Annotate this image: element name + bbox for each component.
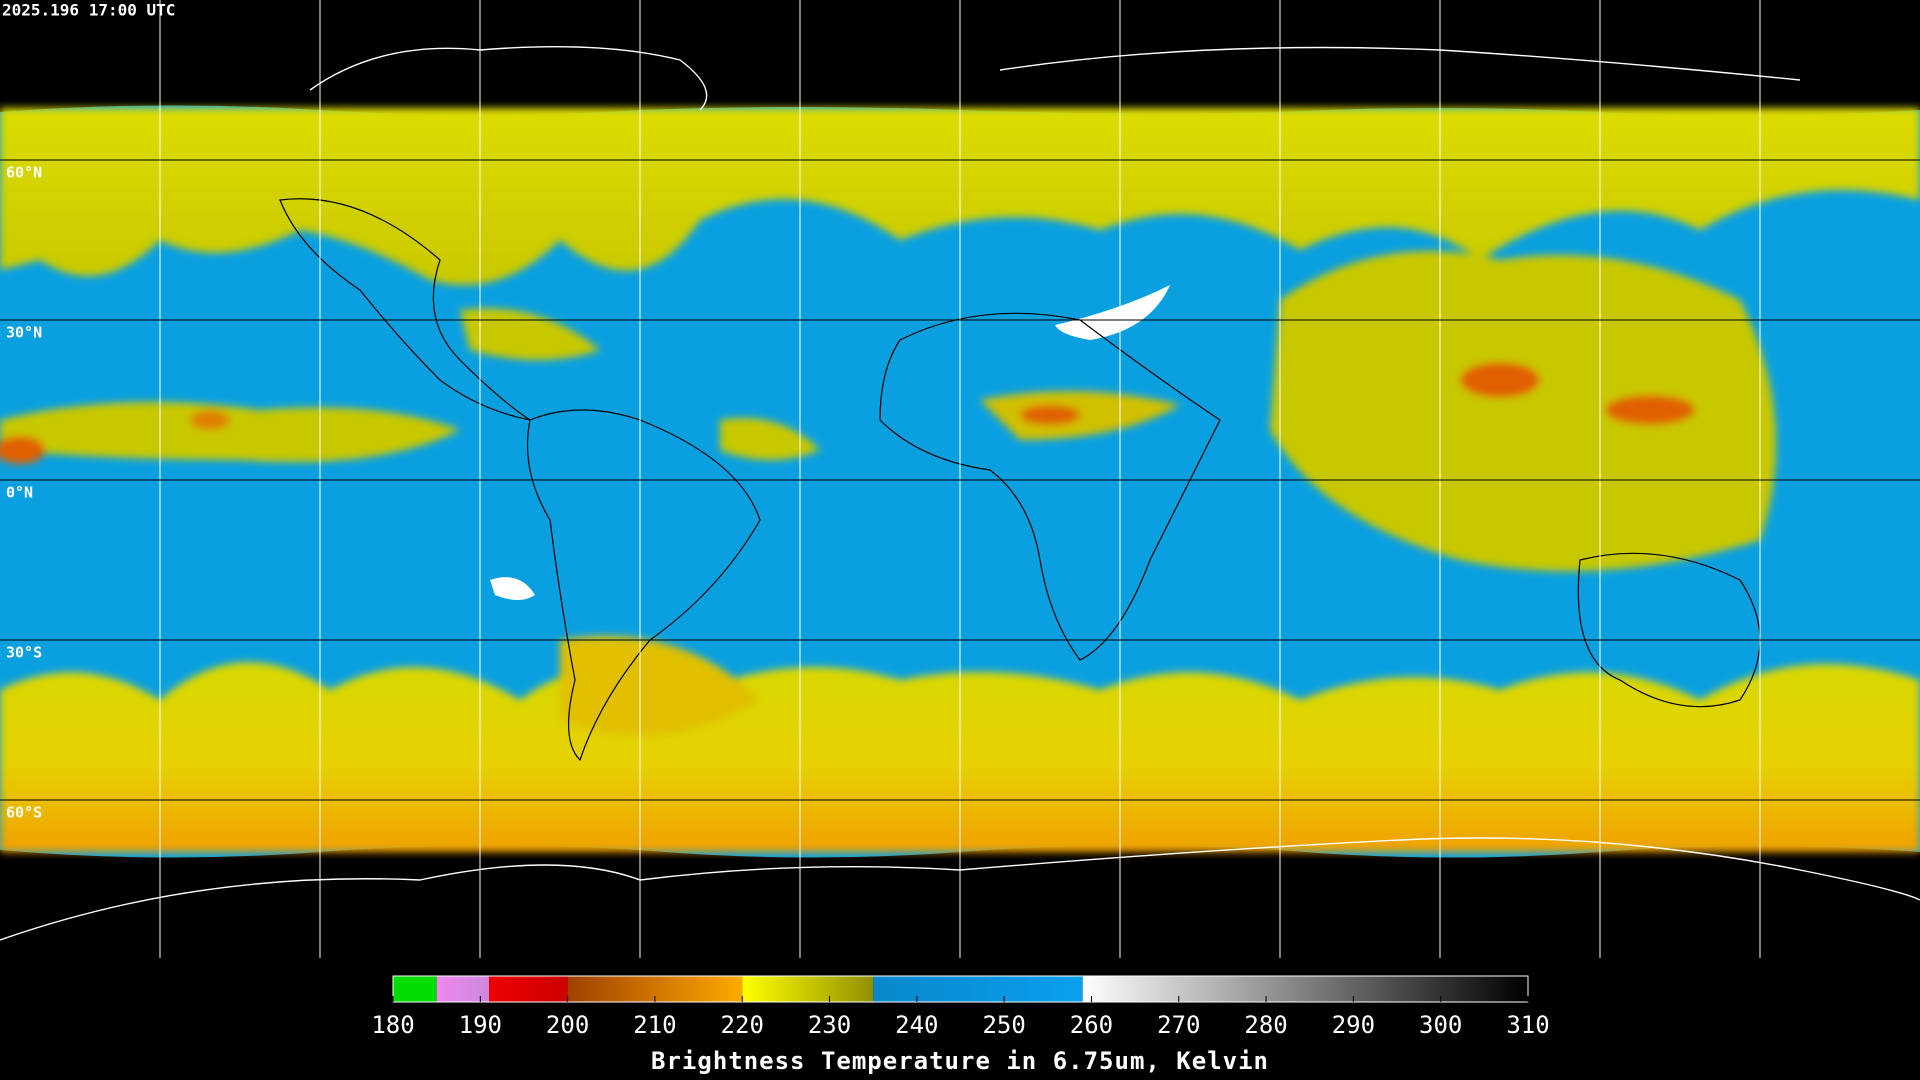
colorbar-tick-label: 310 — [1506, 1011, 1549, 1039]
colorbar-segment — [393, 976, 437, 1002]
colorbar-tick-label: 280 — [1244, 1011, 1287, 1039]
latitude-labels: 60°N 30°N 0°N 30°S 60°S — [6, 164, 42, 822]
colorbar-frame — [392, 975, 1529, 1003]
colorbar-title: Brightness Temperature in 6.75um, Kelvin — [651, 1047, 1269, 1075]
colorbar-segment — [436, 976, 490, 1002]
latitude-label: 0°N — [6, 484, 33, 502]
colorbar-tick-label: 190 — [459, 1011, 502, 1039]
colorbar-segment — [873, 976, 1083, 1002]
colorbar-tick-label: 230 — [808, 1011, 851, 1039]
colorbar-tick-label: 270 — [1157, 1011, 1200, 1039]
colorbar-tick-label: 250 — [982, 1011, 1025, 1039]
colorbar: 180 190 200 210 220 230 240 250 260 270 280 290 300 3… — [371, 975, 1550, 1039]
colorbar-tick-label: 240 — [895, 1011, 938, 1039]
latitude-label: 30°N — [6, 324, 42, 342]
colorbar-segment — [1082, 976, 1528, 1002]
latitude-label: 60°N — [6, 164, 42, 182]
colorbar-tick-label: 220 — [721, 1011, 764, 1039]
timestamp: 2025.196 17:00 UTC — [2, 1, 175, 20]
latitude-label: 60°S — [6, 804, 42, 822]
colorbar-tick-label: 260 — [1070, 1011, 1113, 1039]
latitude-label: 30°S — [6, 644, 42, 662]
colorbar-tick-label: 210 — [633, 1011, 676, 1039]
colorbar-tick-label: 300 — [1419, 1011, 1462, 1039]
colorbar-tick-label: 290 — [1332, 1011, 1375, 1039]
graticule — [159, 0, 1761, 958]
colorbar-tick-label: 200 — [546, 1011, 589, 1039]
colorbar-segment — [742, 976, 874, 1002]
colorbar-tick-label: 180 — [371, 1011, 414, 1039]
colorbar-segment — [489, 976, 568, 1002]
